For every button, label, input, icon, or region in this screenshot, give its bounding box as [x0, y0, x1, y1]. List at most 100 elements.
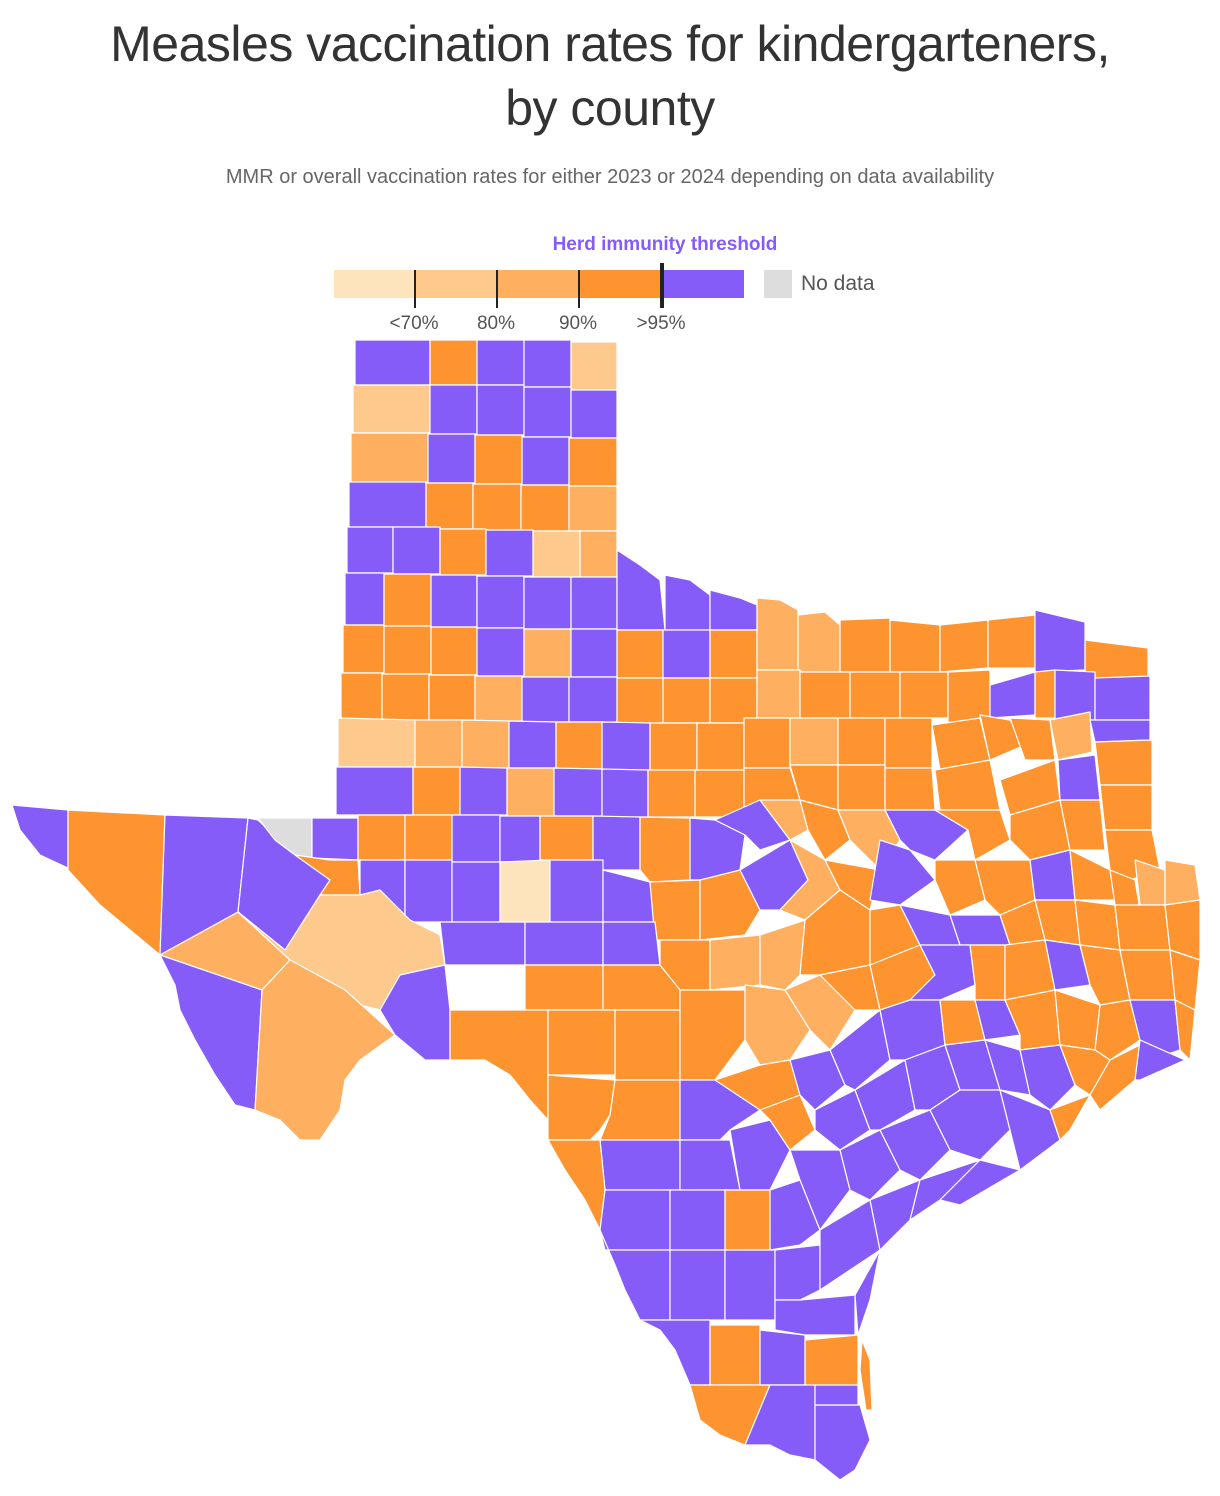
county-region — [553, 767, 603, 817]
county-region — [743, 717, 791, 769]
county-region — [474, 434, 523, 485]
county-region — [709, 1324, 761, 1386]
county-region — [709, 629, 758, 679]
county-region — [472, 483, 522, 531]
county-region — [523, 576, 572, 630]
county-region — [570, 389, 618, 439]
county-region — [508, 720, 557, 769]
county-region — [335, 766, 414, 816]
county-region — [451, 861, 501, 923]
county-region — [819, 1199, 881, 1291]
county-region — [524, 964, 604, 1011]
county-region — [1174, 999, 1196, 1061]
county-region — [784, 974, 856, 1051]
county-region — [476, 575, 525, 629]
county-region — [1134, 1039, 1186, 1081]
county-region — [1054, 989, 1101, 1051]
legend-tick-label-90: 90% — [558, 313, 598, 334]
county-region — [814, 1404, 871, 1481]
county-region — [1034, 609, 1086, 673]
county-region — [404, 814, 453, 861]
county-region — [568, 437, 618, 487]
county-region — [570, 341, 618, 391]
county-region — [430, 626, 478, 676]
county-region — [429, 384, 478, 435]
county-region — [1114, 904, 1171, 951]
county-region — [774, 1244, 821, 1301]
county-region — [474, 675, 523, 722]
county-region — [1094, 999, 1141, 1061]
county-region — [357, 814, 406, 861]
county-region — [570, 628, 618, 678]
county-region — [485, 529, 534, 577]
county-region — [1164, 859, 1201, 906]
county-region — [1019, 1044, 1076, 1111]
county-region — [814, 1384, 859, 1406]
county-region — [602, 921, 661, 966]
county-region — [689, 1384, 771, 1446]
county-region — [714, 799, 791, 851]
legend-swatch-70-80 — [415, 270, 497, 298]
county-region — [849, 671, 901, 719]
county-region — [11, 804, 69, 869]
county-region — [639, 1319, 711, 1386]
legend-swatch-no-data — [764, 270, 792, 298]
county-region — [854, 1249, 881, 1336]
county-region — [969, 944, 1006, 1001]
county-region — [729, 1119, 791, 1191]
county-region — [521, 436, 570, 486]
county-region — [669, 1189, 726, 1251]
county-region — [649, 722, 698, 771]
county-region — [311, 817, 359, 861]
county-region — [759, 1094, 816, 1151]
legend-tick-label-95: >95% — [636, 313, 686, 334]
chart-title-line1: Measles vaccination rates for kindergart… — [110, 16, 1110, 72]
county-region — [879, 1109, 951, 1181]
county-region — [337, 717, 416, 768]
county-region — [451, 814, 501, 863]
county-region — [854, 1059, 916, 1131]
county-region — [425, 482, 474, 530]
county-region — [601, 768, 649, 818]
county-region — [649, 879, 701, 941]
county-region — [383, 573, 432, 627]
county-region — [428, 674, 476, 721]
county-region — [1134, 859, 1166, 906]
county-region — [342, 624, 385, 674]
county-region — [427, 433, 476, 484]
county-region — [889, 619, 941, 673]
county-layer — [11, 339, 1201, 1481]
county-region — [547, 1009, 616, 1076]
legend-tick-label-70: <70% — [389, 313, 439, 334]
herd-threshold-marker — [660, 263, 664, 308]
county-region — [934, 809, 1011, 861]
county-region — [774, 1294, 856, 1336]
county-region — [616, 549, 666, 631]
county-region — [570, 576, 618, 630]
county-region — [769, 1179, 821, 1251]
county-region — [523, 386, 572, 438]
county-region — [524, 921, 604, 966]
county-region — [539, 815, 594, 861]
chart-title-line2: by county — [505, 80, 715, 136]
county-region — [1094, 739, 1153, 786]
county-region — [759, 919, 806, 991]
county-region — [476, 384, 525, 436]
county-region — [459, 766, 508, 816]
county-region — [476, 627, 525, 677]
county-region — [789, 1049, 846, 1111]
county-region — [647, 769, 696, 818]
county-region — [346, 526, 394, 574]
county-region — [340, 672, 383, 721]
county-region — [521, 676, 570, 723]
county-region — [352, 384, 431, 434]
county-region — [429, 339, 478, 386]
county-region — [837, 764, 886, 811]
herd-immunity-label: Herd immunity threshold — [552, 234, 778, 255]
county-region — [1089, 1044, 1141, 1111]
county-region — [520, 484, 570, 532]
county-region — [348, 481, 427, 528]
county-region — [662, 677, 711, 724]
county-region — [392, 526, 441, 575]
